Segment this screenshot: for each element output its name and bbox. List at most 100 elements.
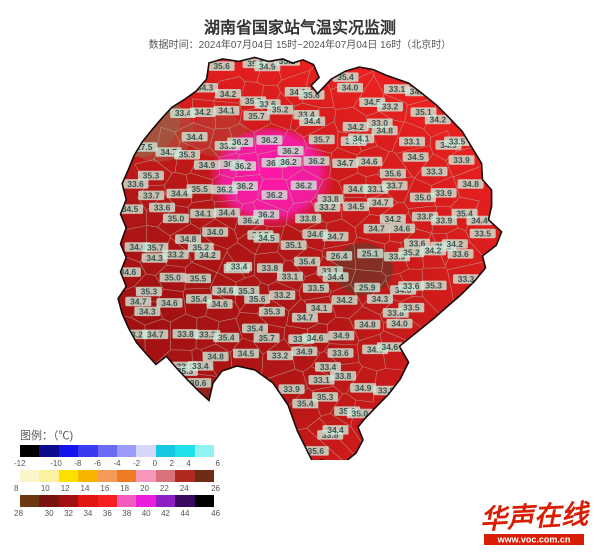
svg-text:35.1: 35.1 (285, 240, 302, 250)
svg-text:35.3: 35.3 (425, 280, 442, 290)
svg-text:33.8: 33.8 (300, 214, 317, 224)
svg-text:35.6: 35.6 (249, 294, 266, 304)
svg-text:34.6: 34.6 (161, 298, 178, 308)
svg-text:34.2: 34.2 (220, 89, 237, 99)
svg-text:33.9: 33.9 (283, 384, 300, 394)
svg-text:36.2: 36.2 (261, 135, 278, 145)
svg-text:34.3: 34.3 (372, 294, 389, 304)
svg-text:35.5: 35.5 (190, 273, 207, 283)
svg-text:35.3: 35.3 (141, 287, 158, 297)
svg-text:34.2: 34.2 (447, 239, 464, 249)
svg-text:34.9: 34.9 (199, 160, 216, 170)
svg-text:34.6: 34.6 (382, 342, 399, 352)
svg-text:35.3: 35.3 (264, 307, 281, 317)
svg-text:34.1: 34.1 (218, 106, 235, 116)
svg-text:33.2: 33.2 (272, 351, 289, 361)
svg-text:34.2: 34.2 (194, 107, 211, 117)
svg-text:34.1: 34.1 (195, 209, 212, 219)
svg-text:34.4: 34.4 (471, 215, 488, 225)
svg-text:36.2: 36.2 (280, 157, 297, 167)
svg-text:34.2: 34.2 (425, 246, 442, 256)
svg-text:35.7: 35.7 (147, 242, 164, 252)
svg-text:34.7: 34.7 (297, 313, 314, 323)
svg-text:33.1: 33.1 (389, 84, 406, 94)
svg-text:34.8: 34.8 (207, 352, 224, 362)
svg-text:36.2: 36.2 (235, 161, 252, 171)
svg-text:33.1: 33.1 (313, 375, 330, 385)
svg-text:36.2: 36.2 (266, 190, 283, 200)
svg-text:34.8: 34.8 (376, 125, 393, 135)
svg-text:34.9: 34.9 (259, 61, 276, 71)
svg-text:33.6: 33.6 (332, 348, 349, 358)
svg-text:35.3: 35.3 (179, 150, 196, 160)
svg-text:34.7: 34.7 (130, 297, 147, 307)
svg-text:35.7: 35.7 (248, 111, 265, 121)
svg-text:34.6: 34.6 (307, 229, 324, 239)
svg-text:34.9: 34.9 (333, 331, 350, 341)
svg-text:34.6: 34.6 (361, 157, 378, 167)
svg-text:34.2: 34.2 (347, 122, 364, 132)
svg-text:华声在线: 华声在线 (479, 499, 590, 535)
svg-text:34.4: 34.4 (304, 116, 321, 126)
svg-text:33.5: 33.5 (474, 229, 491, 239)
svg-text:35.6: 35.6 (308, 446, 325, 456)
svg-text:34.5: 34.5 (407, 152, 424, 162)
svg-text:34.4: 34.4 (186, 132, 203, 142)
svg-text:33.5: 33.5 (403, 303, 420, 313)
svg-text:33.5: 33.5 (449, 136, 466, 146)
svg-text:34.4: 34.4 (219, 208, 236, 218)
svg-text:33.4: 33.4 (175, 108, 192, 118)
svg-text:33.1: 33.1 (282, 272, 299, 282)
svg-text:33.2: 33.2 (382, 102, 399, 112)
svg-text:33.8: 33.8 (262, 263, 279, 273)
svg-text:34.7: 34.7 (327, 232, 344, 242)
svg-text:34.0: 34.0 (342, 83, 359, 93)
svg-text:36.2: 36.2 (282, 146, 299, 156)
svg-text:36.2: 36.2 (258, 210, 275, 220)
svg-text:33.1: 33.1 (367, 184, 384, 194)
svg-text:34.4: 34.4 (327, 272, 344, 282)
svg-text:35.4: 35.4 (218, 333, 235, 343)
svg-text:34.7: 34.7 (372, 197, 389, 207)
svg-text:33.6: 33.6 (452, 249, 469, 259)
svg-text:35.3: 35.3 (317, 392, 334, 402)
svg-text:www.voc.com.cn: www.voc.com.cn (497, 535, 571, 545)
svg-text:33.8: 33.8 (177, 329, 194, 339)
svg-text:33.2: 33.2 (167, 250, 184, 260)
svg-text:33.2: 33.2 (319, 202, 336, 212)
svg-text:33.6: 33.6 (403, 281, 420, 291)
svg-text:34.2: 34.2 (430, 114, 447, 124)
svg-text:35.0: 35.0 (164, 273, 181, 283)
svg-text:36.2: 36.2 (295, 180, 312, 190)
svg-text:33.4: 33.4 (192, 361, 209, 371)
svg-text:35.6: 35.6 (213, 61, 230, 71)
svg-text:33.4: 33.4 (231, 262, 248, 272)
svg-text:33.5: 33.5 (308, 283, 325, 293)
svg-text:35.0: 35.0 (415, 192, 432, 202)
svg-text:25.1: 25.1 (362, 249, 379, 259)
svg-text:34.6: 34.6 (211, 299, 228, 309)
svg-text:33.8: 33.8 (335, 371, 352, 381)
svg-text:33.9: 33.9 (435, 188, 452, 198)
svg-text:33.6: 33.6 (154, 203, 171, 213)
svg-text:33.7: 33.7 (143, 190, 160, 200)
svg-text:35.5: 35.5 (191, 184, 208, 194)
svg-text:25.9: 25.9 (359, 283, 376, 293)
svg-text:36.2: 36.2 (232, 137, 249, 147)
svg-text:35.6: 35.6 (303, 90, 320, 100)
svg-text:34.3: 34.3 (146, 253, 163, 263)
svg-text:35.2: 35.2 (403, 247, 420, 257)
svg-text:34.6: 34.6 (348, 184, 365, 194)
svg-text:34.6: 34.6 (307, 333, 324, 343)
svg-text:26.4: 26.4 (331, 251, 348, 261)
svg-text:34.5: 34.5 (238, 349, 255, 359)
svg-text:34.0: 34.0 (391, 319, 408, 329)
svg-text:34.2: 34.2 (199, 250, 216, 260)
svg-text:35.4: 35.4 (191, 294, 208, 304)
svg-text:35.7: 35.7 (258, 333, 275, 343)
svg-text:33.3: 33.3 (426, 167, 443, 177)
svg-text:34.1: 34.1 (353, 134, 370, 144)
svg-text:34.8: 34.8 (359, 320, 376, 330)
svg-text:35.0: 35.0 (168, 213, 185, 223)
svg-text:33.3: 33.3 (458, 274, 475, 284)
